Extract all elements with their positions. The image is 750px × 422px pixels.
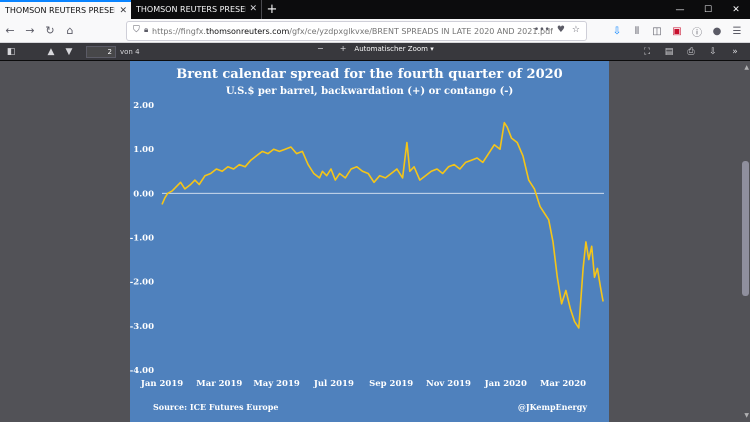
pdf-toolbar-right: ⛶ ▤ ⎙ ⇩ » — [638, 44, 744, 60]
save-icon[interactable]: ⇩ — [709, 47, 717, 57]
y-tick-label: -1.00 — [130, 234, 154, 244]
y-tick-label: 2.00 — [133, 101, 154, 111]
account-icon[interactable]: ● — [712, 25, 722, 37]
y-tick-label: -4.00 — [130, 366, 154, 376]
more-actions-icon[interactable]: ••• — [533, 25, 550, 35]
pdf-extension-icon[interactable]: ▣ — [672, 25, 682, 37]
chart-subtitle: U.S.$ per barrel, backwardation (+) or c… — [225, 86, 514, 97]
toggle-sidebar-icon[interactable]: ◧ — [6, 46, 16, 57]
close-window-icon[interactable]: ✕ — [732, 4, 740, 15]
window-controls: — ☐ ✕ — [666, 0, 750, 19]
toolbar-right: ⇩ ⫴ ◫ ▣ ⓘ ● ☰ — [608, 21, 746, 41]
x-tick-label: Nov 2019 — [426, 379, 471, 389]
series-line — [161, 121, 604, 329]
reload-icon[interactable]: ↻ — [45, 24, 55, 37]
pdf-toolbar: ◧ ▲ ▼ von 4 − + Automatischer Zoom ▾ ⛶ ▤… — [0, 43, 750, 61]
y-tick-label: 0.00 — [133, 189, 154, 199]
sidebar-icon[interactable]: ◫ — [652, 25, 662, 37]
url-bar[interactable]: ⛉ 🔒︎ https://fingfx.thomsonreuters.com/g… — [126, 21, 587, 41]
tab-title: THOMSON REUTERS PRESENTATION — [136, 5, 246, 14]
new-tab-button[interactable]: + — [266, 2, 278, 17]
maximize-icon[interactable]: ☐ — [703, 4, 713, 15]
zoom-select[interactable]: Automatischer Zoom ▾ — [354, 44, 434, 53]
presentation-mode-icon[interactable]: ⛶ — [643, 47, 651, 57]
page-count-label: von 4 — [120, 47, 140, 56]
x-tick-label: Jan 2019 — [140, 379, 183, 389]
y-tick-label: -2.00 — [130, 278, 154, 288]
pocket-icon[interactable]: ♥ — [556, 25, 565, 35]
url-text: https://fingfx.thomsonreuters.com/gfx/ce… — [152, 26, 553, 36]
x-tick-label: Sep 2019 — [369, 379, 413, 389]
chart-credit: @JKempEnergy — [517, 402, 587, 412]
y-tick-label: -3.00 — [130, 322, 154, 332]
x-tick-label: Jul 2019 — [313, 379, 354, 389]
previous-page-icon[interactable]: ▲ — [47, 46, 55, 57]
zoom-controls: − + Automatischer Zoom ▾ — [317, 44, 438, 53]
x-tick-label: Jan 2020 — [484, 379, 527, 389]
y-tick-label: 1.00 — [133, 145, 154, 155]
tab-bar: THOMSON REUTERS PRESENTATION ✕ THOMSON R… — [0, 0, 750, 19]
shield-icon[interactable]: ⛉ — [133, 25, 140, 35]
info-icon[interactable]: ⓘ — [692, 27, 702, 39]
x-tick-label: Mar 2019 — [196, 379, 242, 389]
chart-source: Source: ICE Futures Europe — [153, 402, 279, 412]
x-tick-label: May 2019 — [253, 379, 300, 389]
tab-active[interactable]: THOMSON REUTERS PRESENTATION ✕ — [0, 0, 131, 19]
url-actions: ••• ♥ ☆ — [534, 25, 580, 35]
line-chart: 2.00 1.00 0.00 -1.00 -2.00 -3.00 -4.00 Jan 2019… — [130, 101, 604, 389]
zoom-out-icon[interactable]: − — [317, 44, 324, 53]
scrollbar-thumb[interactable] — [742, 161, 749, 296]
download-icon[interactable]: ⇩ — [612, 25, 622, 37]
page-number-input[interactable] — [86, 45, 116, 58]
tab-title: THOMSON REUTERS PRESENTATION — [5, 6, 115, 15]
forward-icon[interactable]: → — [25, 24, 35, 37]
zoom-in-icon[interactable]: + — [339, 44, 347, 53]
navigation-bar: ← → ↻ ⌂ ⛉ 🔒︎ https://fingfx.thomsonreute… — [0, 19, 750, 43]
open-file-icon[interactable]: ▤ — [664, 47, 674, 57]
scroll-up-icon[interactable]: ▲ — [744, 64, 749, 71]
lock-icon[interactable]: 🔒︎ — [144, 25, 149, 34]
scrollbar[interactable]: ▲ ▼ — [741, 61, 750, 422]
next-page-icon[interactable]: ▼ — [65, 46, 73, 57]
close-tab-icon[interactable]: ✕ — [119, 6, 127, 16]
close-tab-icon[interactable]: ✕ — [249, 4, 257, 14]
back-icon[interactable]: ← — [5, 24, 15, 37]
chart-title: Brent calendar spread for the fourth qua… — [176, 67, 563, 82]
chevron-down-icon: ▾ — [430, 44, 434, 53]
x-tick-label: Mar 2020 — [540, 379, 586, 389]
pdf-page: Brent calendar spread for the fourth qua… — [130, 61, 609, 422]
tools-icon[interactable]: » — [732, 47, 738, 57]
minimize-icon[interactable]: — — [675, 4, 685, 15]
tab-inactive[interactable]: THOMSON REUTERS PRESENTATION ✕ — [131, 0, 262, 19]
bookmark-star-icon[interactable]: ☆ — [571, 25, 580, 35]
menu-icon[interactable]: ☰ — [732, 25, 742, 37]
library-icon[interactable]: ⫴ — [634, 25, 640, 37]
print-icon[interactable]: ⎙ — [687, 47, 695, 57]
home-icon[interactable]: ⌂ — [66, 24, 74, 37]
scroll-down-icon[interactable]: ▼ — [744, 412, 749, 419]
